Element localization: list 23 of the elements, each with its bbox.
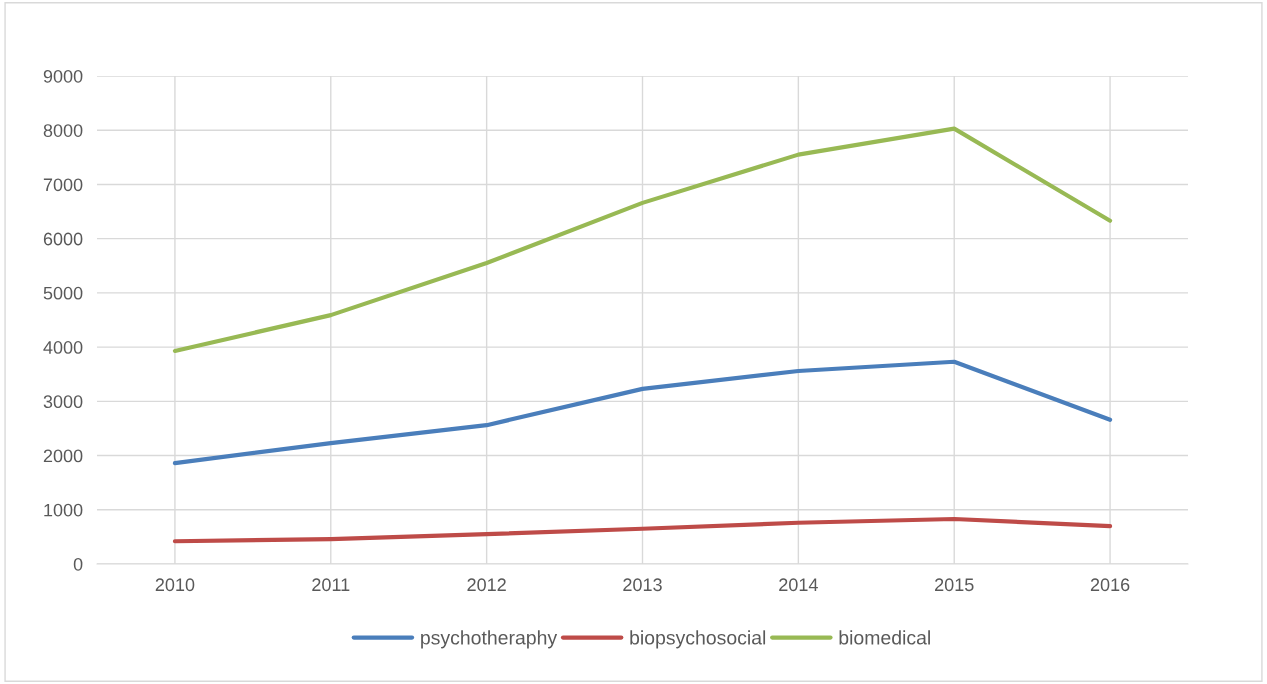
x-tick-label: 2012 — [467, 578, 506, 592]
x-tick-label: 2015 — [935, 578, 974, 592]
line-series — [172, 516, 1113, 544]
line-series — [172, 126, 1113, 353]
y-tick-label: 3000 — [43, 395, 83, 409]
line-series — [172, 359, 1113, 466]
y-tick-label: 4000 — [43, 341, 83, 354]
y-tick-label: 5000 — [43, 286, 83, 300]
legend-label: biopsychosocial — [630, 630, 766, 649]
y-tick-label: 7000 — [43, 178, 83, 192]
x-tick-label: 2011 — [312, 578, 350, 592]
y-tick-label: 6000 — [43, 232, 83, 246]
legend-label: psychotheraphy — [421, 630, 558, 649]
legend-label: biomedical — [839, 630, 930, 645]
x-tick-label: 2010 — [155, 578, 195, 592]
x-tick-label: 2016 — [1090, 578, 1130, 592]
y-tick-label: 8000 — [43, 124, 83, 137]
x-tick-label: 2014 — [779, 578, 818, 592]
y-tick-label: 9000 — [43, 69, 83, 83]
y-tick-label: 0 — [73, 557, 83, 571]
y-tick-label: 2000 — [43, 449, 83, 463]
y-tick-label: 1000 — [44, 503, 83, 517]
x-tick-label: 2013 — [623, 578, 662, 592]
